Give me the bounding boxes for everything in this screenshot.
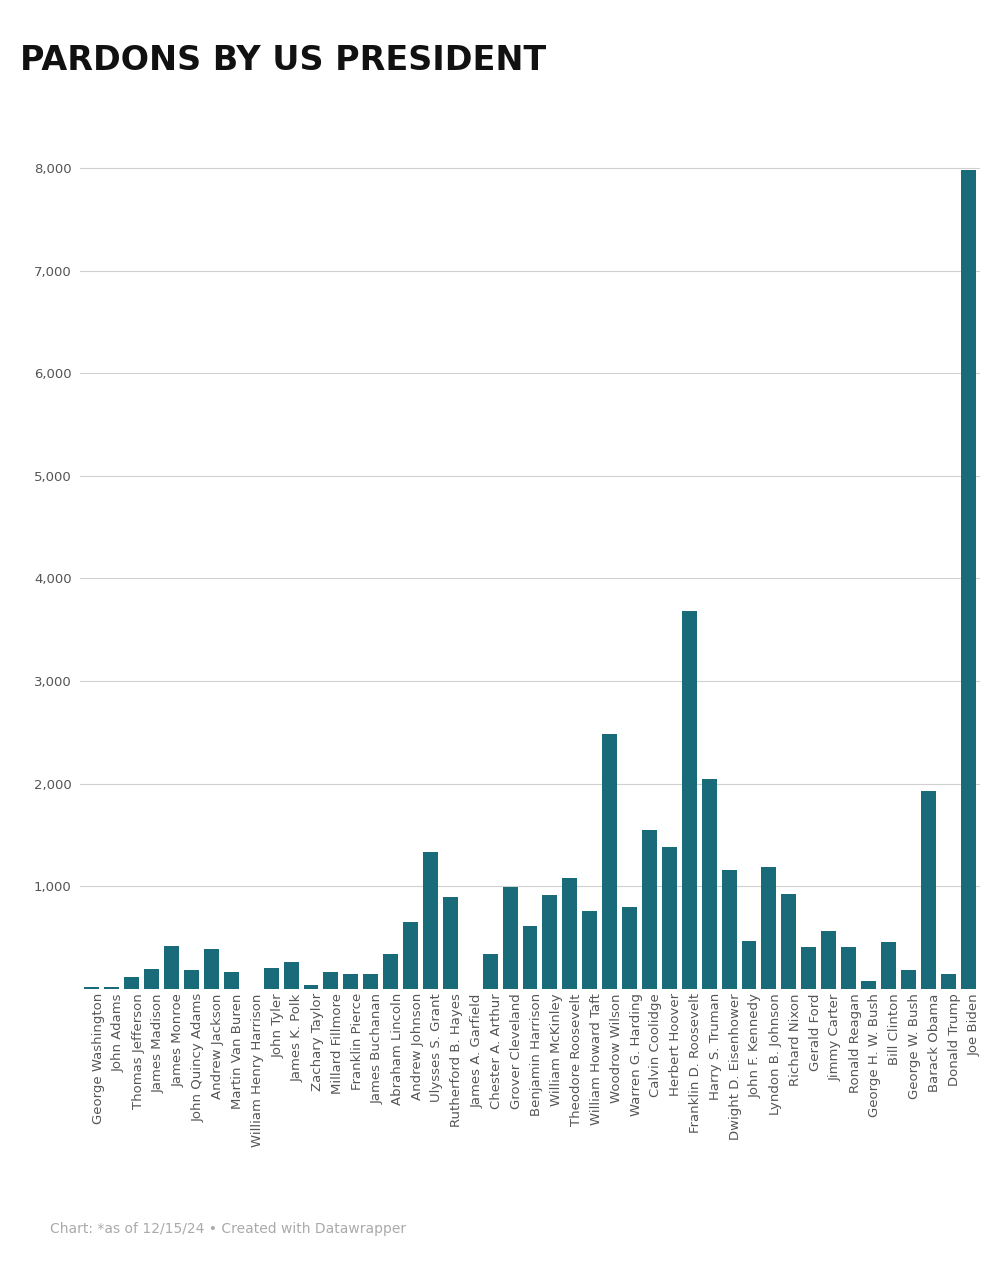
Bar bbox=[503, 888, 518, 989]
Bar bbox=[144, 969, 159, 989]
Bar bbox=[443, 898, 458, 989]
Bar bbox=[323, 971, 338, 989]
Bar bbox=[363, 974, 378, 989]
Bar bbox=[662, 847, 677, 989]
Bar bbox=[284, 961, 299, 989]
Bar bbox=[343, 975, 358, 989]
Bar bbox=[642, 831, 657, 989]
Bar bbox=[184, 970, 199, 989]
Bar bbox=[901, 970, 916, 989]
Bar bbox=[602, 734, 617, 989]
Bar bbox=[423, 852, 438, 989]
Bar bbox=[622, 907, 637, 989]
Bar bbox=[881, 942, 896, 989]
Bar bbox=[582, 912, 597, 989]
Bar bbox=[204, 950, 219, 989]
Bar bbox=[682, 611, 697, 989]
Bar bbox=[841, 947, 856, 989]
Bar bbox=[761, 867, 776, 989]
Bar bbox=[961, 170, 976, 989]
Bar bbox=[562, 877, 577, 989]
Bar bbox=[224, 971, 239, 989]
Bar bbox=[941, 974, 956, 989]
Bar bbox=[84, 988, 99, 989]
Bar bbox=[861, 981, 876, 989]
Bar bbox=[542, 895, 557, 989]
Text: Chart: *as of 12/15/24 • Created with Datawrapper: Chart: *as of 12/15/24 • Created with Da… bbox=[50, 1222, 406, 1236]
Bar bbox=[264, 967, 279, 989]
Bar bbox=[304, 985, 318, 989]
Bar bbox=[104, 987, 119, 989]
Bar bbox=[722, 870, 737, 989]
Bar bbox=[821, 931, 836, 989]
Bar bbox=[781, 894, 796, 989]
Bar bbox=[921, 791, 936, 989]
Bar bbox=[523, 926, 537, 989]
Bar bbox=[124, 976, 139, 989]
Bar bbox=[403, 922, 418, 989]
Text: PARDONS BY US PRESIDENT: PARDONS BY US PRESIDENT bbox=[20, 44, 546, 77]
Bar bbox=[383, 954, 398, 989]
Bar bbox=[164, 946, 179, 989]
Bar bbox=[742, 941, 756, 989]
Bar bbox=[801, 947, 816, 989]
Bar bbox=[702, 780, 717, 989]
Bar bbox=[483, 955, 498, 989]
